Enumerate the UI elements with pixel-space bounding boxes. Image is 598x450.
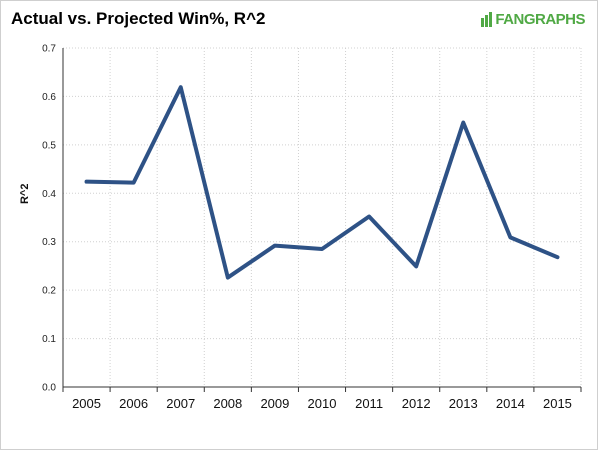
y-tick-label: 0.3 bbox=[42, 237, 56, 248]
x-tick-label: 2013 bbox=[449, 396, 478, 411]
y-tick-label: 0.6 bbox=[42, 92, 56, 103]
x-tick-labels: 2005 2006 2007 2008 2009 2010 2011 2012 2013 2014… bbox=[72, 396, 572, 411]
y-tick-label: 0.5 bbox=[42, 140, 56, 151]
y-tick-label: 0.0 bbox=[42, 383, 56, 394]
x-tick-label: 2011 bbox=[355, 396, 383, 411]
x-tick-label: 2009 bbox=[260, 396, 289, 411]
fangraphs-logo-text: FANGRAPHS bbox=[495, 11, 585, 28]
fangraphs-logo: FANGRAPHS bbox=[480, 11, 585, 28]
y-tick-labels: 0.0 0.1 0.2 0.3 0.4 0.5 0.6 0.7 bbox=[42, 44, 56, 394]
grid-lines bbox=[63, 47, 582, 387]
x-tick-label: 2015 bbox=[543, 396, 572, 411]
x-tick-label: 2010 bbox=[308, 396, 337, 411]
x-tick-label: 2007 bbox=[166, 396, 195, 411]
x-tick-label: 2008 bbox=[213, 396, 242, 411]
x-tick-label: 2014 bbox=[496, 396, 525, 411]
axes bbox=[62, 48, 582, 392]
fangraphs-logo-icon bbox=[481, 11, 493, 27]
x-tick-label: 2012 bbox=[402, 396, 431, 411]
y-axis-title: R^2 bbox=[19, 184, 31, 205]
series-lines bbox=[84, 85, 560, 280]
y-tick-label: 0.4 bbox=[42, 189, 56, 200]
x-tick-label: 2006 bbox=[119, 396, 148, 411]
y-tick-label: 0.2 bbox=[42, 286, 56, 297]
y-tick-label: 0.7 bbox=[42, 44, 56, 55]
y-tick-label: 0.1 bbox=[42, 334, 56, 345]
chart-title: Actual vs. Projected Win%, R^2 bbox=[11, 9, 266, 28]
series-line bbox=[84, 85, 560, 280]
x-tick-label: 2005 bbox=[72, 396, 101, 411]
